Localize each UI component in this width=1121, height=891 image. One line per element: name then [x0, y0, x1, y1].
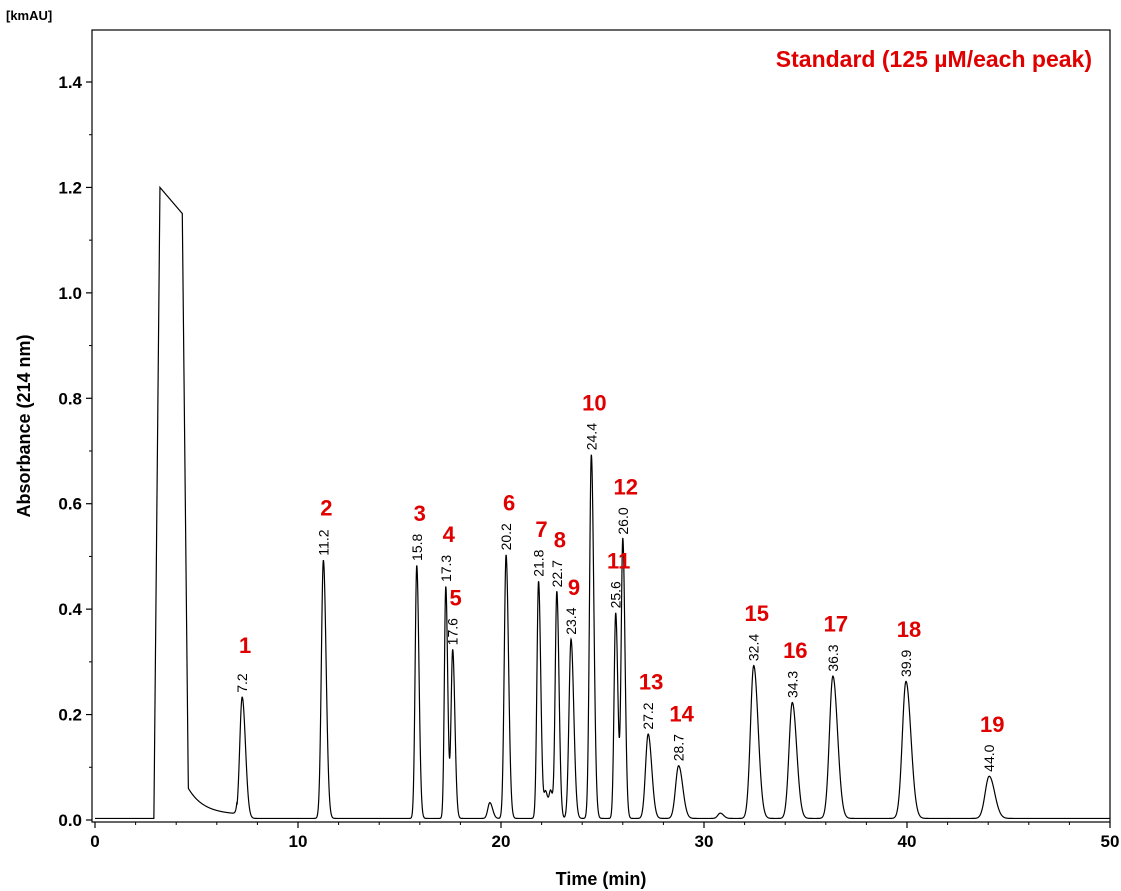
retention-time-label: 24.4 [583, 423, 599, 450]
retention-time-label: 21.8 [531, 549, 547, 576]
x-tick-label: 0 [90, 832, 99, 851]
y-tick-label: 1.0 [58, 284, 82, 303]
retention-time-label: 34.3 [784, 671, 800, 698]
y-tick-label: 0.0 [58, 811, 82, 830]
x-axis-title: Time (min) [556, 869, 647, 889]
peak-number-label: 18 [897, 617, 921, 642]
retention-time-label: 39.9 [898, 649, 914, 676]
x-axis: 0 10 20 30 40 50 [90, 822, 1119, 851]
plot-frame [91, 29, 1111, 823]
plot-border [91, 29, 1111, 823]
retention-time-label: 28.7 [671, 734, 687, 761]
retention-time-label: 11.2 [315, 529, 331, 555]
peak-number-label: 7 [535, 517, 547, 542]
peak-number-label: 19 [980, 712, 1004, 737]
peak-labels: 7.2 1 11.2 2 15.8 3 17.3 4 17.6 5 20.2 6 21.8 7 22.7 8 2… [234, 390, 1004, 772]
peak-number-label: 8 [554, 527, 566, 552]
y-tick-label: 1.4 [58, 73, 82, 92]
x-tick-label: 50 [1101, 832, 1120, 851]
peak-number-label: 2 [320, 496, 332, 521]
retention-time-label: 20.2 [498, 523, 514, 550]
peak-number-label: 12 [614, 475, 638, 500]
peak-number-label: 17 [824, 612, 848, 637]
y-tick-label: 0.4 [58, 600, 82, 619]
y-tick-label: 1.2 [58, 178, 82, 197]
peak-number-label: 1 [239, 633, 251, 658]
y-tick-label: 0.6 [58, 495, 82, 514]
retention-time-label: 44.0 [981, 744, 997, 771]
peak-number-label: 3 [414, 501, 426, 526]
peak-number-label: 14 [669, 701, 694, 726]
y-tick-label: 0.8 [58, 389, 82, 408]
peak-number-label: 4 [443, 522, 456, 547]
retention-time-label: 32.4 [746, 634, 762, 661]
retention-time-label: 25.6 [608, 581, 624, 608]
x-tick-label: 30 [695, 832, 714, 851]
retention-time-label: 27.2 [640, 702, 656, 729]
retention-time-label: 26.0 [615, 507, 631, 534]
chromatogram-trace [95, 185, 1110, 820]
retention-time-label: 7.2 [234, 673, 250, 693]
x-tick-label: 40 [898, 832, 917, 851]
retention-time-label: 15.8 [409, 534, 425, 561]
x-tick-label: 10 [289, 832, 308, 851]
x-tick-label: 20 [492, 832, 511, 851]
peak-number-label: 11 [607, 548, 630, 573]
y-axis-title: Absorbance (214 nm) [14, 334, 34, 517]
peak-number-label: 13 [639, 670, 663, 695]
peak-number-label: 9 [568, 575, 580, 600]
peak-number-label: 15 [744, 601, 768, 626]
retention-time-label: 17.3 [438, 555, 454, 582]
chart-title: Standard (125 µM/each peak) [776, 46, 1092, 72]
peak-number-label: 10 [582, 390, 606, 415]
y-axis: 0.0 0.2 0.4 0.6 0.8 1.0 1.2 1.4 [58, 73, 92, 830]
retention-time-label: 17.6 [445, 618, 461, 645]
y-tick-label: 0.2 [58, 706, 82, 725]
peak-number-label: 5 [450, 585, 462, 610]
peak-number-label: 6 [503, 490, 515, 515]
retention-time-label: 22.7 [549, 560, 565, 587]
peak-number-label: 16 [783, 638, 807, 663]
retention-time-label: 36.3 [825, 644, 841, 671]
y-unit-label: [kmAU] [6, 8, 52, 23]
retention-time-label: 23.4 [563, 607, 579, 634]
